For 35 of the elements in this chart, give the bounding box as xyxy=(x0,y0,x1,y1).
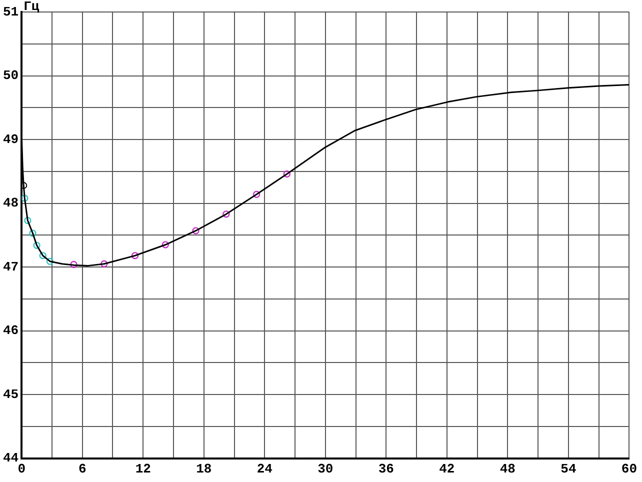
x-tick-label: 6 xyxy=(78,461,86,476)
x-tick-label: 30 xyxy=(318,461,334,476)
point xyxy=(132,252,139,260)
point xyxy=(283,170,290,178)
point xyxy=(162,241,169,248)
y-tick-label: 47 xyxy=(2,259,19,274)
x-tick-label: 24 xyxy=(256,461,273,476)
x-tick-label: 36 xyxy=(378,461,394,476)
point xyxy=(24,217,32,224)
x-tick-label: 12 xyxy=(135,461,152,476)
y-tick-label: 50 xyxy=(2,68,19,84)
point xyxy=(39,252,46,260)
x-tick-label: 48 xyxy=(500,461,516,476)
point xyxy=(33,242,40,249)
x-tick-label: 54 xyxy=(560,461,576,476)
point xyxy=(22,182,28,189)
point xyxy=(29,230,36,237)
y-axis-title: Гц xyxy=(24,0,40,14)
y-tick-label: 48 xyxy=(2,196,19,211)
point xyxy=(46,258,54,265)
point xyxy=(192,227,200,234)
point xyxy=(253,190,260,198)
y-tick-label: 46 xyxy=(2,323,19,338)
x-tick-label: 0 xyxy=(18,461,26,476)
point xyxy=(100,260,108,268)
point xyxy=(70,261,78,268)
y-tick-label: 49 xyxy=(2,132,19,147)
point xyxy=(22,194,28,202)
y-tick-label: 44 xyxy=(2,450,19,466)
y-tick-label: 45 xyxy=(2,386,19,402)
x-tick-label: 42 xyxy=(439,461,455,476)
x-tick-label: 18 xyxy=(196,461,212,476)
point xyxy=(222,210,230,218)
y-tick-label: 51 xyxy=(2,4,19,20)
x-tick-label: 60 xyxy=(621,461,638,476)
